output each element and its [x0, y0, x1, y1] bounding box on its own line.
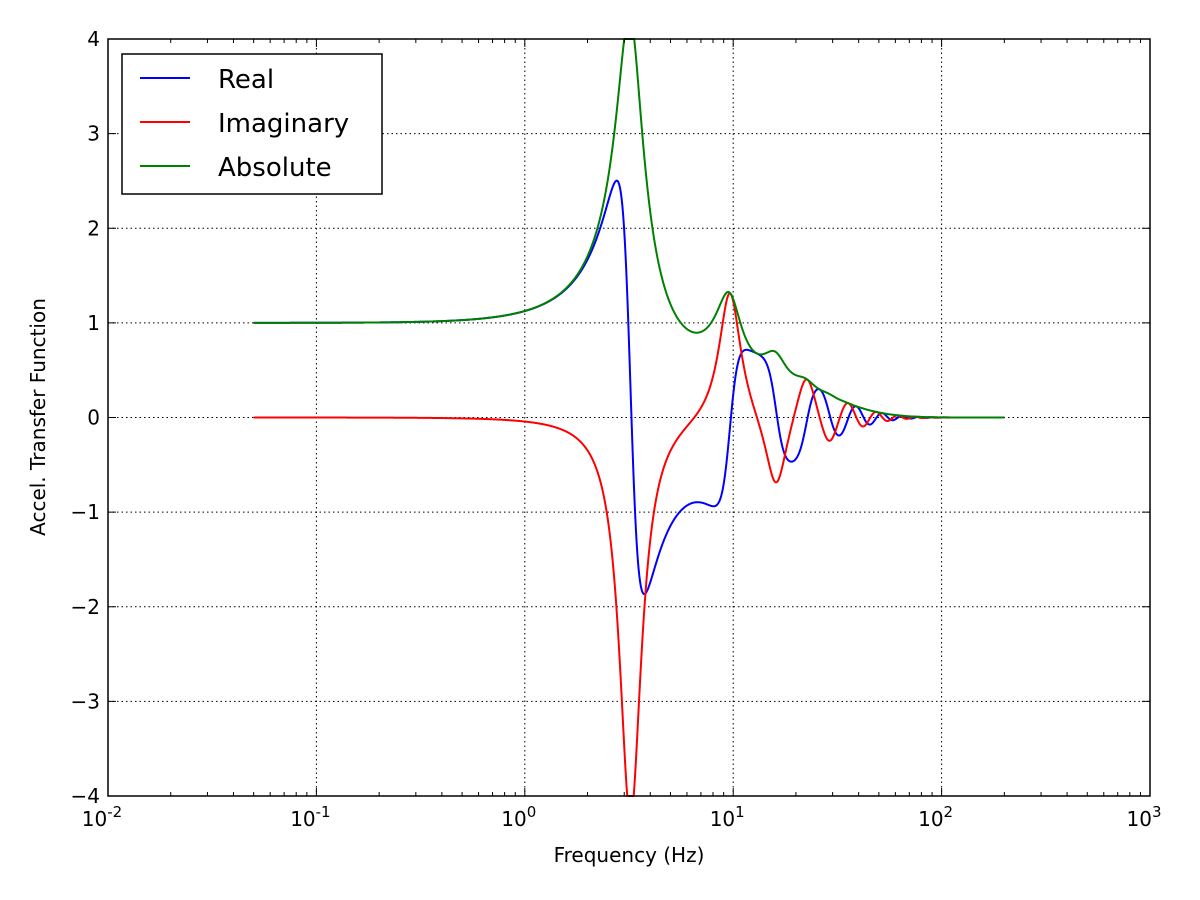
- y-tick-label: 2: [87, 216, 100, 240]
- legend-label-imaginary: Imaginary: [218, 109, 349, 139]
- x-axis-label: Frequency (Hz): [554, 843, 705, 867]
- y-tick-label: 0: [87, 406, 100, 430]
- y-tick-label: 1: [87, 311, 100, 335]
- x-tick-label: 10-1: [290, 803, 330, 831]
- y-axis-label: Accel. Transfer Function: [26, 298, 50, 536]
- tick-labels: 10-2 10-1 100 101 102 103 −4 −3 −2 −1 0 1 2 3 4: [71, 27, 1162, 831]
- x-tick-label: 101: [710, 803, 745, 831]
- y-tick-label: −3: [71, 689, 100, 713]
- x-tick-label: 100: [501, 803, 536, 831]
- legend-label-real: Real: [218, 65, 274, 95]
- legend-label-absolute: Absolute: [218, 153, 332, 183]
- x-tick-label: 103: [1127, 803, 1162, 831]
- y-tick-label: 4: [87, 27, 100, 51]
- x-tick-label: 102: [918, 803, 953, 831]
- ticks: [107, 38, 1151, 797]
- y-tick-label: 3: [87, 122, 100, 146]
- y-tick-label: −2: [71, 595, 100, 619]
- y-tick-label: −4: [71, 784, 100, 808]
- legend: Real Imaginary Absolute: [121, 53, 383, 195]
- y-tick-label: −1: [71, 500, 100, 524]
- x-tick-label: 10-2: [82, 803, 122, 831]
